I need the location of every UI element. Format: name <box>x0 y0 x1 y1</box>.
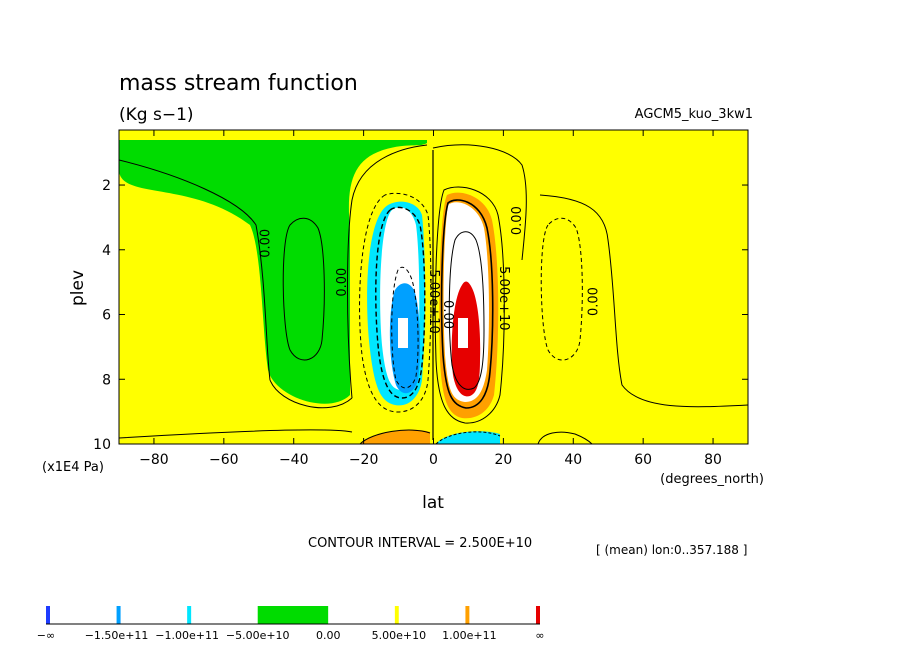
contour-label: 0.00 <box>258 229 273 258</box>
model-label: AGCM5_kuo_3kw1 <box>635 107 753 122</box>
colorbar-swatch <box>257 606 329 624</box>
colorbar-cell <box>116 606 188 624</box>
colorbar-swatch <box>536 606 540 624</box>
contour-label: 0.00 <box>335 268 350 297</box>
colorbar-label: ∞ <box>535 629 544 642</box>
y-tick-label: 6 <box>102 308 111 324</box>
colorbar-cell <box>46 606 117 624</box>
colorbar-swatch <box>465 606 470 624</box>
colorbar-swatch <box>116 606 121 624</box>
contour-lines <box>119 144 748 444</box>
contour-label: 5.00e+10 <box>426 269 441 333</box>
chart-title: mass stream function <box>119 71 358 96</box>
mean-info-text: [ (mean) lon:0..357.188 ] <box>596 543 747 557</box>
colorbar-label: 1.00e+11 <box>442 629 496 642</box>
colorbar-label: −1.00e+11 <box>155 629 219 642</box>
x-tick-label: 40 <box>564 452 582 468</box>
colorbar-cell <box>328 606 399 624</box>
fill-positive-surface <box>119 431 350 444</box>
contour-label: 0.00 <box>510 206 525 235</box>
y-tick-label: 2 <box>102 178 111 194</box>
units-label: (Kg s−1) <box>119 105 194 125</box>
colorbar-label: 5.00e+10 <box>372 629 426 642</box>
fill-surface-positive-cell <box>360 429 430 444</box>
contour-label: 5.00e+10 <box>496 266 511 330</box>
fill-surface-negative-cell <box>436 431 500 444</box>
x-tick-label: 80 <box>704 452 722 468</box>
contour-labels: 0.000.00 5.00e+100.00 5.00e+100.000.00 <box>258 206 601 334</box>
colorbar-label: −1.50e+11 <box>85 629 149 642</box>
contour-fills <box>119 130 748 444</box>
colorbar-cell <box>187 606 258 624</box>
y-tick-label: 10 <box>93 437 111 453</box>
contour-label: 0.00 <box>587 287 602 316</box>
y-axis-label: plev <box>68 270 88 306</box>
x-tick-label: 0 <box>429 452 438 468</box>
colorbar-cell <box>398 606 470 624</box>
x-tick-label: −60 <box>209 452 239 468</box>
colorbar-cell <box>469 606 540 624</box>
fill-negative-core <box>398 318 408 348</box>
x-tick-label: 60 <box>634 452 652 468</box>
x-tick-label: −40 <box>279 452 309 468</box>
x-axis-units: (degrees_north) <box>660 472 764 487</box>
x-axis-label: lat <box>422 493 444 513</box>
y-axis-ticks: 2 4 6 8 10 <box>93 178 748 453</box>
y-tick-label: 4 <box>102 243 111 259</box>
colorbar-swatch <box>394 606 399 624</box>
x-axis-ticks: −80 −60 −40 −20 0 20 40 60 80 <box>139 130 722 468</box>
x-tick-label: −80 <box>139 452 169 468</box>
colorbar-swatch <box>46 606 50 624</box>
colorbar-swatch <box>187 606 192 624</box>
fill-positive-right-cell <box>525 140 748 411</box>
contour-interval-text: CONTOUR INTERVAL = 2.500E+10 <box>308 536 532 551</box>
contour-label: 0.00 <box>440 300 455 329</box>
x-tick-label: 20 <box>494 452 512 468</box>
y-axis-units: (x1E4 Pa) <box>42 460 104 475</box>
colorbar-label: −∞ <box>37 629 55 642</box>
colorbar-label: −5.00e+10 <box>226 629 290 642</box>
x-tick-label: −20 <box>349 452 379 468</box>
fill-positive-core <box>458 318 468 348</box>
y-tick-label: 8 <box>102 372 111 388</box>
colorbar: −∞ −1.50e+11 −1.00e+11 −5.00e+10 0.00 5.00e+1… <box>37 606 545 642</box>
colorbar-label: 0.00 <box>316 629 341 642</box>
